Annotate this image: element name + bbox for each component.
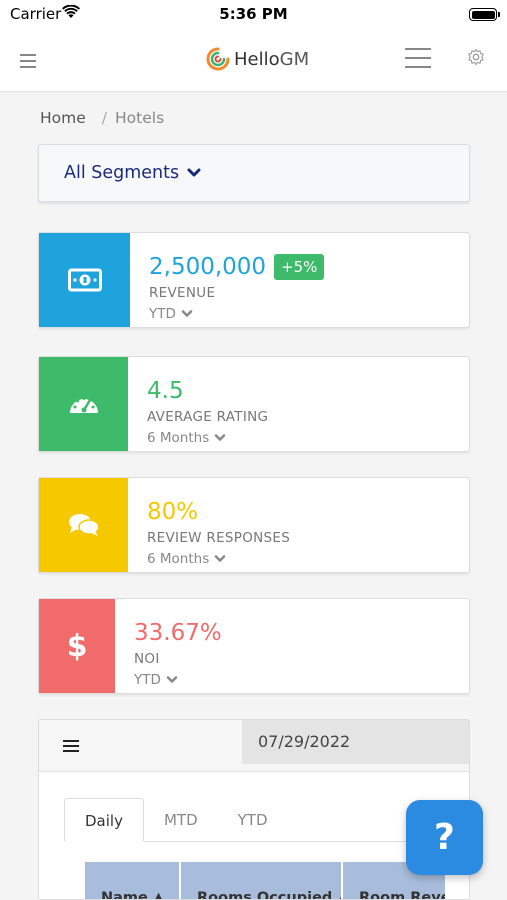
kpi-tile: [39, 233, 130, 327]
logo-swirl-icon: [206, 47, 230, 71]
kpi-tile: $: [39, 599, 115, 693]
breadcrumb-separator: /: [101, 109, 108, 127]
kpi-value: 4.5: [147, 378, 184, 404]
chevron-down-icon: [214, 555, 226, 562]
column-header-name[interactable]: Name ▲: [85, 862, 181, 900]
tab-ytd[interactable]: YTD: [237, 811, 268, 829]
period-label: YTD: [134, 672, 161, 688]
period-label: 6 Months: [147, 430, 210, 446]
logo-hello: Hello: [234, 48, 280, 70]
battery-icon: [469, 8, 500, 21]
report-panel: 07/29/2022 Daily MTD YTD Name ▲ Rooms Oc…: [38, 719, 470, 900]
segments-label: All Segments: [64, 163, 180, 183]
chevron-down-icon: [214, 434, 226, 441]
period-tabs: Daily MTD YTD: [64, 798, 444, 842]
date-picker[interactable]: 07/29/2022: [242, 720, 469, 764]
tab-mtd[interactable]: MTD: [163, 811, 198, 829]
kpi-value: 2,500,000: [149, 254, 267, 280]
logo-gm: GM: [279, 48, 310, 70]
period-selector[interactable]: YTD: [134, 672, 222, 688]
column-header-rooms-occupied[interactable]: Rooms Occupied ▲: [181, 862, 343, 900]
logo-text: HelloGM: [234, 49, 309, 70]
column-name-label: Name: [101, 890, 148, 900]
hellogm-logo[interactable]: HelloGM: [205, 44, 309, 74]
app-header: HelloGM: [0, 28, 507, 92]
kpi-value: 33.67%: [134, 620, 222, 646]
wifi-icon: [62, 5, 80, 18]
gauge-icon: [69, 397, 98, 413]
sort-icon: ▲: [152, 890, 165, 900]
period-selector[interactable]: 6 Months: [147, 551, 290, 567]
column-header-room-revenue[interactable]: Room Reve: [343, 862, 445, 900]
kpi-card-review-responses[interactable]: 80% REVIEW RESPONSES 6 Months: [38, 477, 470, 573]
money-icon: [67, 268, 102, 292]
period-label: YTD: [149, 306, 176, 322]
help-button[interactable]: ?: [406, 800, 483, 875]
table-header: Name ▲ Rooms Occupied ▲ Room Reve: [85, 862, 445, 900]
list-menu-icon[interactable]: [63, 740, 79, 752]
hamburger-icon[interactable]: [20, 54, 36, 68]
kpi-card-average-rating[interactable]: 4.5 AVERAGE RATING 6 Months: [38, 356, 470, 452]
kpi-tile: [39, 357, 128, 451]
kpi-label: AVERAGE RATING: [147, 409, 269, 425]
breadcrumb-home[interactable]: Home: [40, 109, 86, 127]
change-badge: +5%: [274, 254, 325, 280]
period-selector[interactable]: 6 Months: [147, 430, 268, 446]
chevron-down-icon: [166, 676, 178, 683]
kpi-card-revenue[interactable]: 2,500,000 +5% REVENUE YTD: [38, 232, 470, 328]
breadcrumb-current: Hotels: [115, 109, 165, 127]
menu-icon[interactable]: [405, 48, 431, 68]
kpi-tile: [39, 478, 128, 572]
kpi-label: NOI: [134, 651, 160, 667]
chevron-down-icon: [181, 310, 193, 317]
clock: 5:36 PM: [219, 5, 288, 23]
breadcrumb: Home / Hotels: [40, 109, 164, 127]
kpi-value: 80%: [147, 499, 199, 525]
tab-daily[interactable]: Daily: [64, 798, 144, 842]
carrier-label: Carrier: [10, 5, 62, 23]
segments-dropdown[interactable]: All Segments: [38, 144, 470, 202]
period-label: 6 Months: [147, 551, 210, 567]
kpi-label: REVENUE: [149, 285, 216, 301]
column-rooms-label: Rooms Occupied: [197, 890, 333, 900]
period-selector[interactable]: YTD: [149, 306, 324, 322]
panel-header: 07/29/2022: [39, 720, 469, 772]
chevron-down-icon: [187, 168, 201, 177]
sort-icon: ▲: [337, 890, 341, 899]
kpi-label: REVIEW RESPONSES: [147, 530, 291, 546]
chat-icon: [68, 514, 100, 536]
status-bar: Carrier 5:36 PM: [0, 0, 507, 28]
kpi-card-noi[interactable]: $ 33.67% NOI YTD: [38, 598, 470, 694]
dollar-icon: $: [66, 628, 88, 664]
gear-icon[interactable]: [467, 48, 485, 66]
column-revenue-label: Room Reve: [359, 890, 445, 900]
